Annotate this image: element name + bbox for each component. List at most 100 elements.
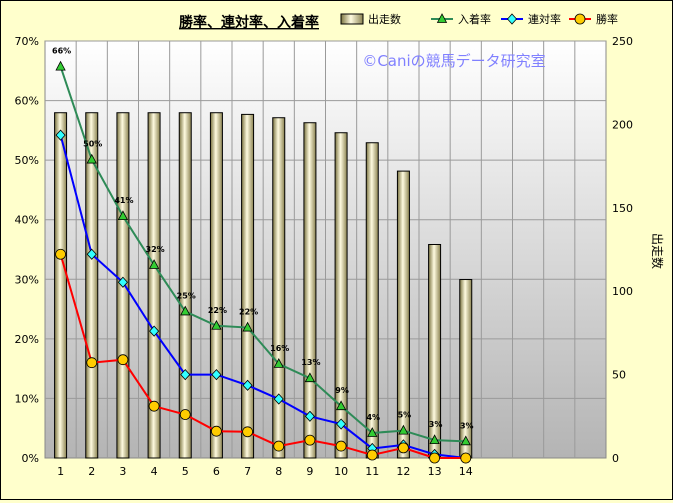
line-point	[117, 210, 129, 221]
legend-swatch	[340, 13, 364, 25]
line-point	[273, 440, 285, 452]
legend-label: 勝率	[596, 12, 618, 26]
data-label: 3%	[460, 421, 474, 430]
legend-label: 入着率	[458, 12, 491, 26]
line-point	[55, 129, 66, 141]
bar	[396, 170, 410, 459]
line-point	[242, 426, 253, 438]
bar	[241, 113, 255, 459]
line-point	[117, 276, 128, 288]
line-point	[273, 393, 284, 405]
data-labels: 66% 50% 41% 32% 25% 22% 22% 16% 13% 9% 4% 5% 3% 3%	[52, 47, 474, 431]
legend-label: 連対率	[528, 12, 561, 26]
x-tick-label: 4	[151, 465, 158, 478]
x-tick-label: 1	[57, 465, 64, 478]
line-point	[179, 409, 191, 420]
line-point	[460, 452, 472, 464]
y-left-tick-label: 20%	[15, 333, 39, 346]
y-right-tick-label: 250	[612, 35, 633, 48]
line-point	[211, 319, 222, 330]
line-point	[304, 410, 315, 422]
line-point	[335, 400, 347, 411]
y-left-tick-label: 50%	[15, 154, 39, 167]
y-right-tick-label: 50	[612, 369, 626, 382]
x-tick-label: 10	[334, 465, 348, 478]
y-left-tick-label: 30%	[15, 273, 39, 286]
data-label: 5%	[398, 411, 412, 420]
line-point	[366, 449, 378, 461]
y-left-tick-label: 60%	[15, 95, 39, 108]
x-tick-label: 2	[88, 465, 95, 478]
legend: 出走数 入着率 連対率 勝率	[340, 12, 618, 26]
bar	[209, 112, 223, 459]
data-label: 22%	[208, 306, 227, 315]
legend-label: 出走数	[368, 12, 401, 26]
bar	[303, 122, 317, 459]
bar	[85, 112, 99, 459]
x-tick-label: 5	[182, 465, 189, 478]
y-right-tick-label: 150	[612, 202, 633, 215]
line-point	[506, 13, 518, 25]
line-point	[335, 440, 347, 452]
line-point	[436, 13, 448, 23]
bar	[334, 132, 348, 459]
data-label: 41%	[114, 196, 133, 205]
data-label: 22%	[239, 308, 258, 317]
data-label: 66%	[52, 47, 71, 56]
line-point	[429, 452, 440, 464]
bars	[54, 112, 473, 459]
line-point	[55, 60, 66, 71]
x-tick-label: 6	[213, 465, 220, 478]
line-point	[367, 427, 378, 437]
x-tick-label: 9	[306, 465, 313, 478]
line-point	[304, 372, 316, 383]
series-line	[59, 134, 466, 459]
line-point	[180, 369, 191, 381]
line-point	[398, 442, 409, 454]
data-label: 13%	[301, 358, 320, 367]
bar	[147, 112, 161, 459]
lines	[55, 60, 472, 464]
x-tick-label: 13	[428, 465, 442, 478]
line-point	[429, 434, 440, 445]
line-point	[148, 400, 160, 412]
y-left-tick-label: 10%	[15, 392, 39, 405]
y-right-tick-label: 0	[612, 452, 619, 465]
line-point	[574, 13, 586, 25]
line-point	[336, 418, 347, 430]
x-tick-label: 11	[365, 465, 379, 478]
data-label: 9%	[335, 386, 349, 395]
line-point	[273, 358, 284, 368]
y-left-tick-label: 70%	[15, 35, 39, 48]
bar	[54, 112, 68, 459]
y-right-axis-label: 出走数	[650, 233, 665, 269]
data-label: 16%	[270, 344, 289, 353]
y-left-tick-label: 0%	[22, 452, 39, 465]
bar	[178, 112, 192, 459]
data-label: 3%	[429, 420, 443, 429]
line-point	[211, 425, 222, 437]
chart-title: 勝率、連対率、入着率	[179, 14, 319, 31]
y-left-tick-label: 40%	[15, 214, 39, 227]
data-label: 32%	[146, 245, 165, 254]
line-point	[117, 354, 129, 366]
y-right-tick-label: 200	[612, 118, 633, 131]
line-point	[55, 248, 66, 260]
line-point	[398, 424, 409, 435]
line-point	[86, 248, 97, 260]
bar	[272, 117, 286, 459]
line-point	[304, 434, 316, 446]
line-point	[211, 369, 222, 381]
line-point	[242, 321, 253, 332]
bar	[365, 142, 379, 459]
line-point	[460, 435, 471, 446]
x-tick-label: 7	[244, 465, 251, 478]
x-tick-label: 12	[396, 465, 410, 478]
line-point	[149, 325, 160, 337]
line-point	[180, 305, 191, 316]
grid	[45, 40, 606, 458]
watermark: ©Caniの競馬データ研究室	[362, 52, 545, 70]
